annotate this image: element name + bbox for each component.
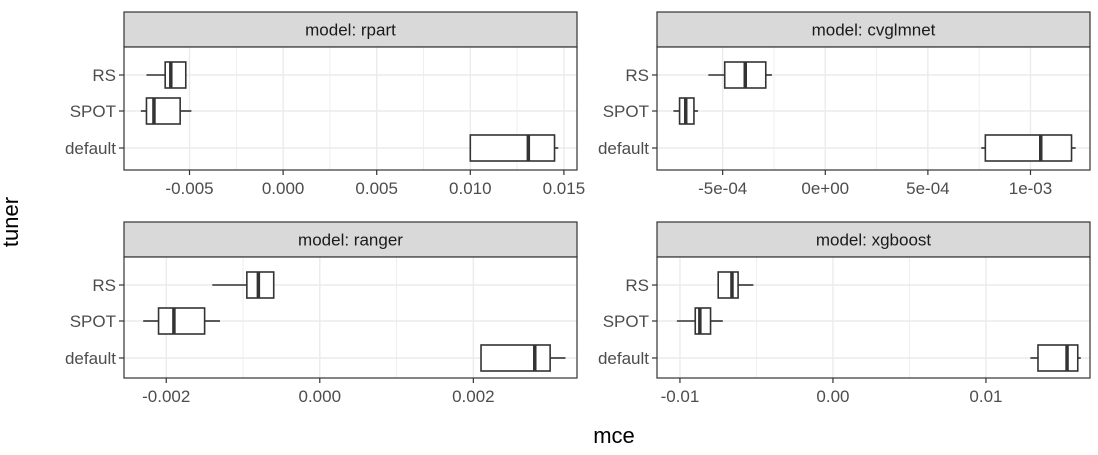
x-tick-label: -0.002 [142, 387, 190, 406]
panel-title: model: cvglmnet [812, 21, 936, 40]
box [469, 134, 556, 162]
x-tick-label: 1e-03 [1009, 179, 1052, 198]
boxplot-spot [673, 97, 699, 125]
panel-strip [656, 221, 1091, 258]
boxplot-default [469, 134, 559, 162]
panel-title: model: ranger [298, 231, 403, 250]
panel-strip [123, 221, 578, 258]
boxplot-spot [140, 97, 192, 125]
x-tick-label: -5e-04 [698, 179, 747, 198]
x-tick-label: 0e+00 [801, 179, 849, 198]
panels-group: model: rpart RS SPOT default -0.005 0.000 0.00… [65, 11, 1091, 406]
panel-3: model: xgboost RS SPOT default -0.01 0.00 0.01 [598, 221, 1091, 406]
box [164, 61, 187, 89]
panel-border [123, 256, 578, 379]
box [145, 97, 181, 125]
boxplot-rs [708, 61, 772, 89]
x-axis-title: mce [593, 423, 635, 448]
panel-strip [656, 11, 1091, 48]
boxplot-rs [717, 271, 754, 299]
x-tick-label: 0.015 [543, 179, 586, 198]
y-tick-label: SPOT [70, 312, 116, 331]
panel-title: model: xgboost [816, 231, 932, 250]
boxplot-spot [676, 307, 723, 335]
box [984, 134, 1073, 162]
panel-strip [123, 11, 578, 48]
box [480, 344, 551, 372]
box [717, 271, 739, 299]
panel-title: model: rpart [305, 21, 396, 40]
y-tick-label: default [65, 349, 116, 368]
boxplot-rs [146, 61, 187, 89]
x-tick-label: 0.000 [299, 387, 342, 406]
panel-border [656, 256, 1091, 379]
y-tick-label: SPOT [70, 102, 116, 121]
x-tick-label: -0.005 [165, 179, 213, 198]
y-tick-label: RS [625, 66, 649, 85]
x-tick-label: -0.01 [661, 387, 700, 406]
x-tick-label: 0.010 [449, 179, 492, 198]
y-tick-label: RS [92, 66, 116, 85]
y-tick-label: SPOT [603, 102, 649, 121]
x-tick-label: 0.00 [816, 387, 849, 406]
y-tick-label: default [598, 349, 649, 368]
panel-1: model: cvglmnet RS SPOT default -5e-04 0e+00 5… [598, 11, 1091, 198]
box [246, 271, 275, 299]
y-axis-title: tuner [0, 197, 23, 247]
panel-2: model: ranger RS SPOT default -0.002 0.000 0.0… [65, 221, 578, 406]
boxplot-default [1030, 344, 1081, 372]
y-tick-label: default [598, 139, 649, 158]
boxplot-rs [212, 271, 275, 299]
x-tick-label: 0.005 [355, 179, 398, 198]
panel-0: model: rpart RS SPOT default -0.005 0.000 0.00… [65, 11, 586, 198]
box [1037, 344, 1079, 372]
box [157, 307, 206, 335]
x-tick-label: 0.000 [262, 179, 305, 198]
y-tick-label: RS [625, 276, 649, 295]
y-tick-label: SPOT [603, 312, 649, 331]
y-tick-label: RS [92, 276, 116, 295]
boxplot-default [981, 134, 1076, 162]
panel-border [123, 46, 578, 171]
y-tick-label: default [65, 139, 116, 158]
boxplot-default [480, 344, 566, 372]
x-tick-label: 0.01 [969, 387, 1002, 406]
x-tick-label: 5e-04 [906, 179, 949, 198]
panel-border [656, 46, 1091, 171]
boxplot-spot [143, 307, 220, 335]
box [694, 307, 712, 335]
x-tick-label: 0.002 [452, 387, 495, 406]
